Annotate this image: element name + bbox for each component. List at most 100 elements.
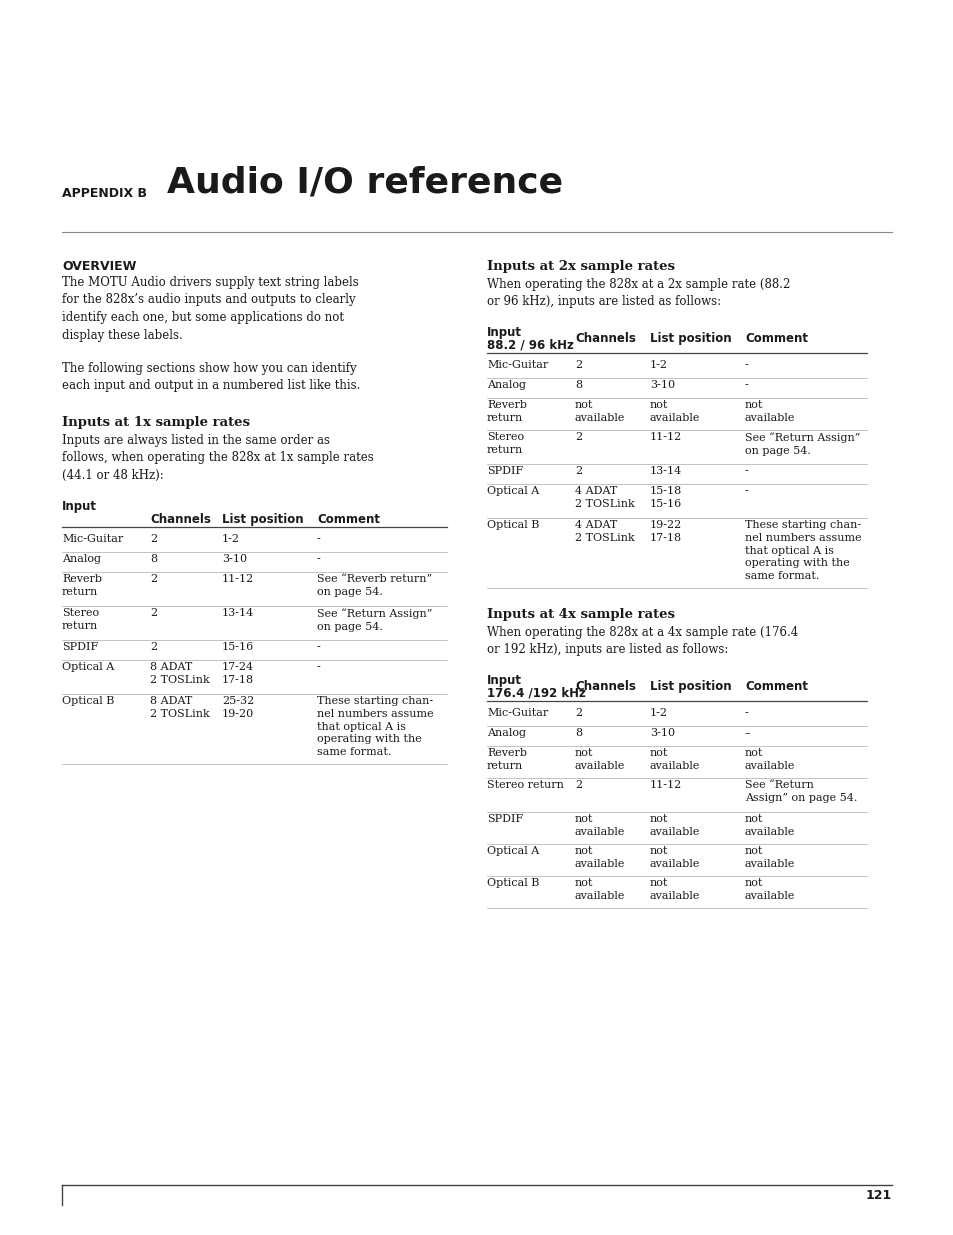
- Text: Analog: Analog: [486, 380, 525, 390]
- Text: Comment: Comment: [744, 680, 807, 693]
- Text: 2: 2: [575, 432, 581, 442]
- Text: Comment: Comment: [316, 513, 379, 526]
- Text: 15-18
15-16: 15-18 15-16: [649, 487, 681, 509]
- Text: Mic-Guitar: Mic-Guitar: [62, 534, 123, 543]
- Text: -: -: [316, 662, 320, 672]
- Text: not
available: not available: [649, 400, 700, 422]
- Text: 1-2: 1-2: [222, 534, 240, 543]
- Text: -: -: [744, 487, 748, 496]
- Text: 2: 2: [150, 534, 157, 543]
- Text: Reverb
return: Reverb return: [486, 400, 526, 422]
- Text: Analog: Analog: [486, 727, 525, 739]
- Text: not
available: not available: [649, 846, 700, 868]
- Text: -: -: [316, 555, 320, 564]
- Text: When operating the 828x at a 2x sample rate (88.2
or 96 kHz), inputs are listed : When operating the 828x at a 2x sample r…: [486, 278, 789, 309]
- Text: 121: 121: [864, 1189, 891, 1202]
- Text: not
available: not available: [575, 878, 625, 900]
- Text: not
available: not available: [744, 400, 795, 422]
- Text: -: -: [316, 642, 320, 652]
- Text: 176.4 /192 kHz: 176.4 /192 kHz: [486, 687, 585, 700]
- Text: 2: 2: [575, 708, 581, 718]
- Text: 17-24
17-18: 17-24 17-18: [222, 662, 253, 684]
- Text: List position: List position: [649, 332, 731, 345]
- Text: 15-16: 15-16: [222, 642, 254, 652]
- Text: Inputs are always listed in the same order as
follows, when operating the 828x a: Inputs are always listed in the same ord…: [62, 433, 374, 482]
- Text: List position: List position: [649, 680, 731, 693]
- Text: 2: 2: [575, 781, 581, 790]
- Text: Input: Input: [486, 326, 521, 338]
- Text: 1-2: 1-2: [649, 359, 667, 370]
- Text: Optical A: Optical A: [62, 662, 114, 672]
- Text: Inputs at 4x sample rates: Inputs at 4x sample rates: [486, 608, 675, 621]
- Text: 2: 2: [575, 466, 581, 475]
- Text: Mic-Guitar: Mic-Guitar: [486, 708, 548, 718]
- Text: 1-2: 1-2: [649, 708, 667, 718]
- Text: 8: 8: [575, 380, 581, 390]
- Text: These starting chan-
nel numbers assume
that optical A is
operating with the
sam: These starting chan- nel numbers assume …: [316, 697, 434, 757]
- Text: 13-14: 13-14: [649, 466, 681, 475]
- Text: 8: 8: [150, 555, 157, 564]
- Text: 3-10: 3-10: [222, 555, 247, 564]
- Text: Optical B: Optical B: [486, 878, 538, 888]
- Text: List position: List position: [222, 513, 303, 526]
- Text: 3-10: 3-10: [649, 380, 675, 390]
- Text: Inputs at 1x sample rates: Inputs at 1x sample rates: [62, 416, 250, 429]
- Text: not
available: not available: [649, 748, 700, 771]
- Text: See “Return Assign”
on page 54.: See “Return Assign” on page 54.: [744, 432, 860, 456]
- Text: See “Reverb return”
on page 54.: See “Reverb return” on page 54.: [316, 574, 432, 597]
- Text: The following sections show how you can identify
each input and output in a numb: The following sections show how you can …: [62, 362, 360, 393]
- Text: Optical A: Optical A: [486, 487, 538, 496]
- Text: 4 ADAT
2 TOSLink: 4 ADAT 2 TOSLink: [575, 520, 634, 543]
- Text: not
available: not available: [575, 400, 625, 422]
- Text: 8 ADAT
2 TOSLink: 8 ADAT 2 TOSLink: [150, 662, 210, 684]
- Text: 3-10: 3-10: [649, 727, 675, 739]
- Text: 88.2 / 96 kHz: 88.2 / 96 kHz: [486, 338, 574, 352]
- Text: See “Return Assign”
on page 54.: See “Return Assign” on page 54.: [316, 608, 432, 631]
- Text: SPDIF: SPDIF: [486, 814, 522, 824]
- Text: 19-22
17-18: 19-22 17-18: [649, 520, 681, 543]
- Text: 11-12: 11-12: [222, 574, 254, 584]
- Text: not
available: not available: [575, 814, 625, 837]
- Text: not
available: not available: [575, 748, 625, 771]
- Text: 13-14: 13-14: [222, 608, 254, 618]
- Text: Input: Input: [486, 674, 521, 687]
- Text: SPDIF: SPDIF: [62, 642, 98, 652]
- Text: Channels: Channels: [575, 332, 636, 345]
- Text: OVERVIEW: OVERVIEW: [62, 261, 136, 273]
- Text: not
available: not available: [744, 846, 795, 868]
- Text: Audio I/O reference: Audio I/O reference: [167, 165, 562, 200]
- Text: 4 ADAT
2 TOSLink: 4 ADAT 2 TOSLink: [575, 487, 634, 509]
- Text: Reverb
return: Reverb return: [486, 748, 526, 771]
- Text: not
available: not available: [744, 814, 795, 837]
- Text: Inputs at 2x sample rates: Inputs at 2x sample rates: [486, 261, 675, 273]
- Text: When operating the 828x at a 4x sample rate (176.4
or 192 kHz), inputs are liste: When operating the 828x at a 4x sample r…: [486, 626, 798, 657]
- Text: APPENDIX B: APPENDIX B: [62, 186, 147, 200]
- Text: See “Return
Assign” on page 54.: See “Return Assign” on page 54.: [744, 781, 857, 803]
- Text: -: -: [744, 708, 748, 718]
- Text: not
available: not available: [649, 814, 700, 837]
- Text: These starting chan-
nel numbers assume
that optical A is
operating with the
sam: These starting chan- nel numbers assume …: [744, 520, 861, 582]
- Text: 8: 8: [575, 727, 581, 739]
- Text: The MOTU Audio drivers supply text string labels
for the 828x’s audio inputs and: The MOTU Audio drivers supply text strin…: [62, 275, 358, 342]
- Text: Mic-Guitar: Mic-Guitar: [486, 359, 548, 370]
- Text: 8 ADAT
2 TOSLink: 8 ADAT 2 TOSLink: [150, 697, 210, 719]
- Text: -: -: [744, 359, 748, 370]
- Text: not
available: not available: [744, 748, 795, 771]
- Text: Optical B: Optical B: [62, 697, 114, 706]
- Text: 2: 2: [150, 608, 157, 618]
- Text: -: -: [744, 466, 748, 475]
- Text: Optical B: Optical B: [486, 520, 538, 530]
- Text: Stereo
return: Stereo return: [486, 432, 523, 454]
- Text: -: -: [744, 380, 748, 390]
- Text: not
available: not available: [575, 846, 625, 868]
- Text: 25-32
19-20: 25-32 19-20: [222, 697, 254, 719]
- Text: Analog: Analog: [62, 555, 101, 564]
- Text: Optical A: Optical A: [486, 846, 538, 856]
- Text: not
available: not available: [649, 878, 700, 900]
- Text: Reverb
return: Reverb return: [62, 574, 102, 597]
- Text: 2: 2: [575, 359, 581, 370]
- Text: Comment: Comment: [744, 332, 807, 345]
- Text: Stereo
return: Stereo return: [62, 608, 99, 631]
- Text: -: -: [316, 534, 320, 543]
- Text: 11-12: 11-12: [649, 781, 681, 790]
